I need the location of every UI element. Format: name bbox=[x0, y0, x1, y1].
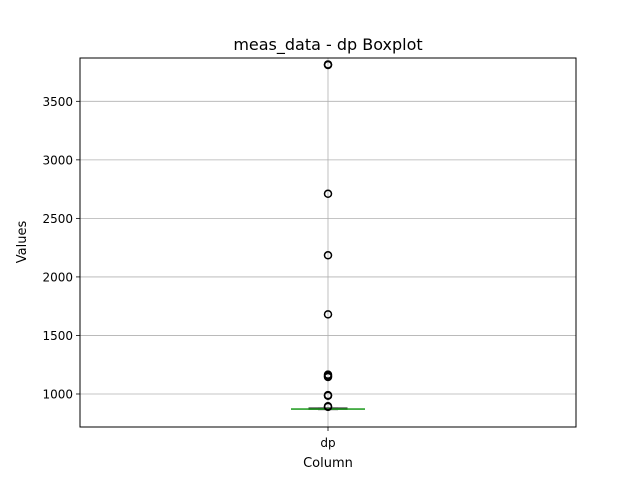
outlier-point bbox=[323, 60, 333, 70]
chart-title: meas_data - dp Boxplot bbox=[233, 35, 422, 55]
x-axis: dp bbox=[320, 427, 336, 450]
y-tick-label: 3500 bbox=[42, 95, 73, 109]
box-plot-series bbox=[291, 60, 365, 412]
y-tick-label: 3000 bbox=[42, 153, 73, 167]
grid-lines bbox=[80, 58, 576, 427]
outlier-point bbox=[323, 189, 333, 199]
outlier-point bbox=[323, 372, 333, 382]
y-axis: 1000 1500 2000 2500 3000 3500 bbox=[42, 95, 80, 401]
outlier-point bbox=[323, 402, 333, 412]
y-tick-label: 1500 bbox=[42, 329, 73, 343]
outlier-point bbox=[323, 391, 333, 400]
y-tick-label: 2000 bbox=[42, 270, 73, 284]
y-tick-label: 1000 bbox=[42, 387, 73, 401]
x-axis-label: Column bbox=[303, 456, 353, 471]
y-axis-label: Values bbox=[15, 221, 30, 264]
outlier-point bbox=[323, 251, 333, 260]
y-tick-label: 2500 bbox=[42, 212, 73, 226]
x-tick-label: dp bbox=[320, 436, 335, 450]
outlier-point bbox=[323, 310, 333, 319]
